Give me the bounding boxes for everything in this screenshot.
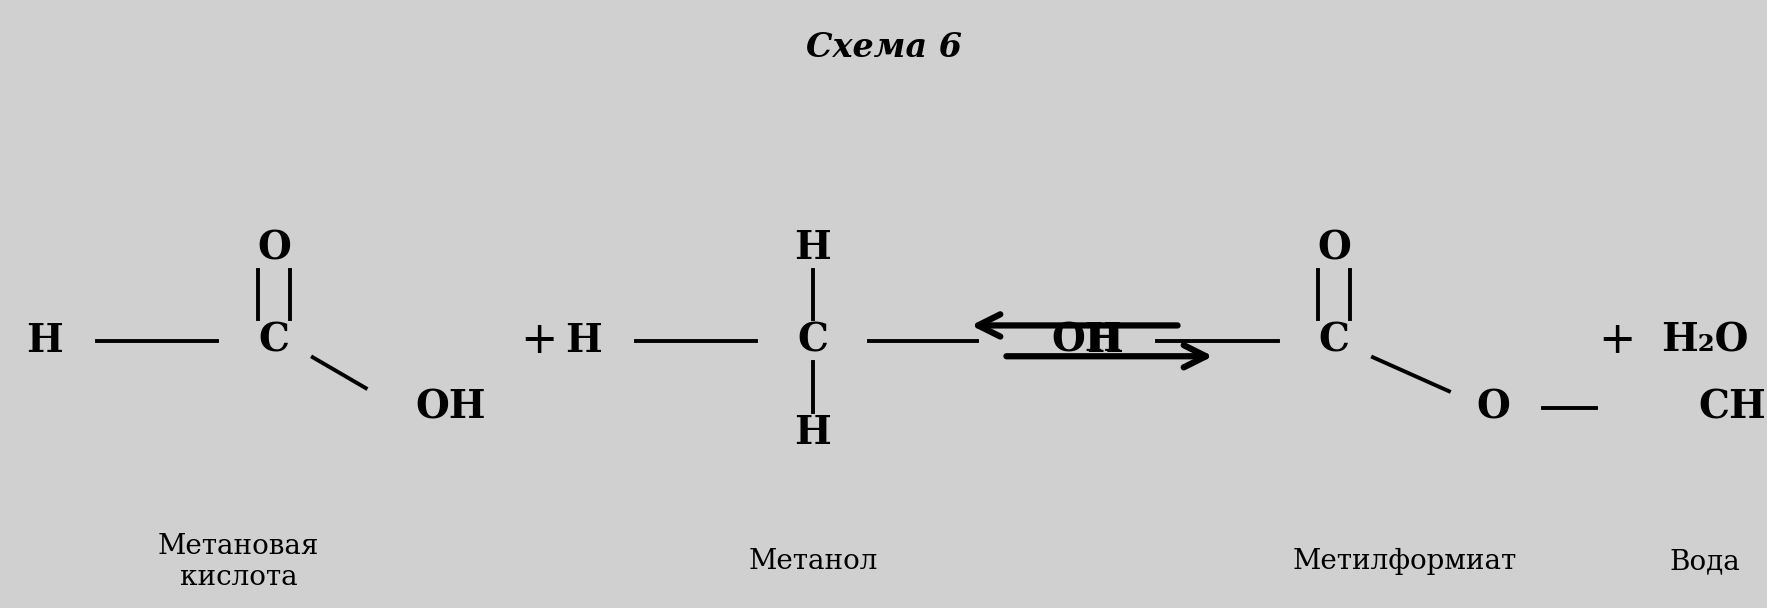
Text: H: H — [565, 322, 601, 360]
Text: O: O — [256, 229, 292, 268]
Text: Вода: Вода — [1670, 548, 1740, 575]
Text: H: H — [27, 322, 62, 360]
Text: Метановая
кислота: Метановая кислота — [157, 533, 320, 591]
Text: OH: OH — [1051, 322, 1122, 360]
Text: O: O — [1475, 389, 1511, 427]
Text: O: O — [1316, 229, 1352, 268]
Text: C: C — [258, 322, 290, 360]
Text: C: C — [797, 322, 829, 360]
Text: Метанол: Метанол — [747, 548, 878, 575]
Text: C: C — [1318, 322, 1350, 360]
Text: Метилформиат: Метилформиат — [1293, 548, 1516, 575]
Text: H: H — [1087, 322, 1122, 360]
Text: +: + — [1597, 319, 1636, 362]
Text: H: H — [795, 229, 830, 268]
Text: +: + — [519, 319, 558, 362]
Text: Схема 6: Схема 6 — [806, 30, 961, 64]
Text: H₂O: H₂O — [1661, 322, 1749, 360]
Text: OH: OH — [415, 389, 486, 427]
Text: CH₃: CH₃ — [1698, 389, 1767, 427]
Text: H: H — [795, 414, 830, 452]
